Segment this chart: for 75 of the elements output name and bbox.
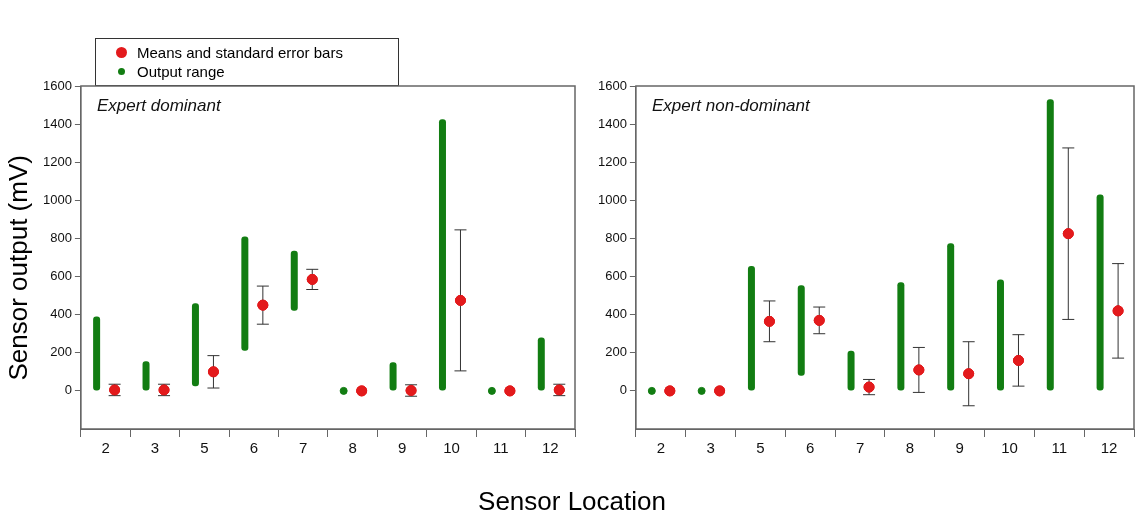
y-tick-label: 1600 [43,77,72,93]
x-tick-label: 10 [443,439,460,457]
point [813,314,825,326]
y-axis-title: Sensor output (mV) [2,155,34,381]
point [356,385,368,397]
bar [438,119,446,391]
y-tick-label: 400 [605,306,627,322]
text: Expert dominant [96,96,222,116]
y-tick-label: 600 [605,268,627,284]
y-tick-label: 600 [50,268,72,284]
y-tick-label: 200 [50,344,72,360]
text: Expert non-dominant [651,96,812,116]
x-tick-label: 10 [1001,439,1018,457]
y-tick-label: 200 [605,344,627,360]
point [1062,228,1074,240]
bar [747,266,755,391]
x-tick-label: 11 [1051,439,1068,457]
y-tick-label: 1600 [598,77,627,93]
point [257,299,269,311]
bar [797,285,805,376]
x-tick-label: 2 [101,439,110,457]
x-tick-label: 9 [397,439,407,457]
x-tick-label: 12 [1100,439,1118,457]
bar [191,303,199,387]
y-tick-label: 0 [64,382,72,398]
bar [389,362,397,391]
x-tick-label: 7 [299,439,308,457]
x-tick-label: 6 [249,439,259,457]
point [306,273,318,285]
bar [1096,194,1104,391]
y-tick-label: 800 [605,230,627,246]
x-tick-label: 8 [348,439,357,457]
x-tick-label: 6 [806,439,815,457]
x-tick-label: 12 [541,439,559,457]
bar [93,316,101,391]
bar [1046,99,1054,391]
bar [847,350,855,391]
x-tick-label: 9 [955,439,964,457]
x-tick-label: 3 [706,439,715,457]
bar [142,361,150,391]
point [714,385,726,397]
y-tick-label: 1000 [43,191,72,207]
y-tick-label: 1200 [43,153,72,169]
x-tick-label: 8 [905,439,915,457]
y-tick-label: 1400 [43,115,72,131]
y-tick-label: 0 [619,382,627,398]
x-tick-label: 3 [150,439,160,457]
y-tick-label: 1400 [598,115,627,131]
bar [241,236,249,351]
bar [897,282,905,391]
legend-label: Means and standard error bars [137,43,343,62]
x-tick-label: 7 [855,439,865,457]
x-tick-label: 5 [756,439,765,457]
y-tick-label: 1000 [598,191,627,207]
x-tick-label: 2 [656,439,665,457]
point [763,315,775,327]
bar [290,250,298,311]
y-tick-label: 400 [50,306,72,322]
point [1112,305,1124,317]
point [963,368,975,380]
point [504,385,516,397]
x-tick-label: 5 [200,439,209,457]
point [454,294,466,306]
point [913,364,925,376]
bar [996,279,1004,391]
point [1012,354,1024,366]
x-axis-title: Sensor Location [477,486,667,517]
bar [537,337,545,391]
x-tick-label: 11 [493,439,509,457]
y-tick-label: 800 [50,230,72,246]
y-tick-label: 1200 [598,153,627,169]
bar [947,243,955,391]
legend-label: Output range [137,62,225,81]
point [664,385,676,397]
point [207,366,219,378]
